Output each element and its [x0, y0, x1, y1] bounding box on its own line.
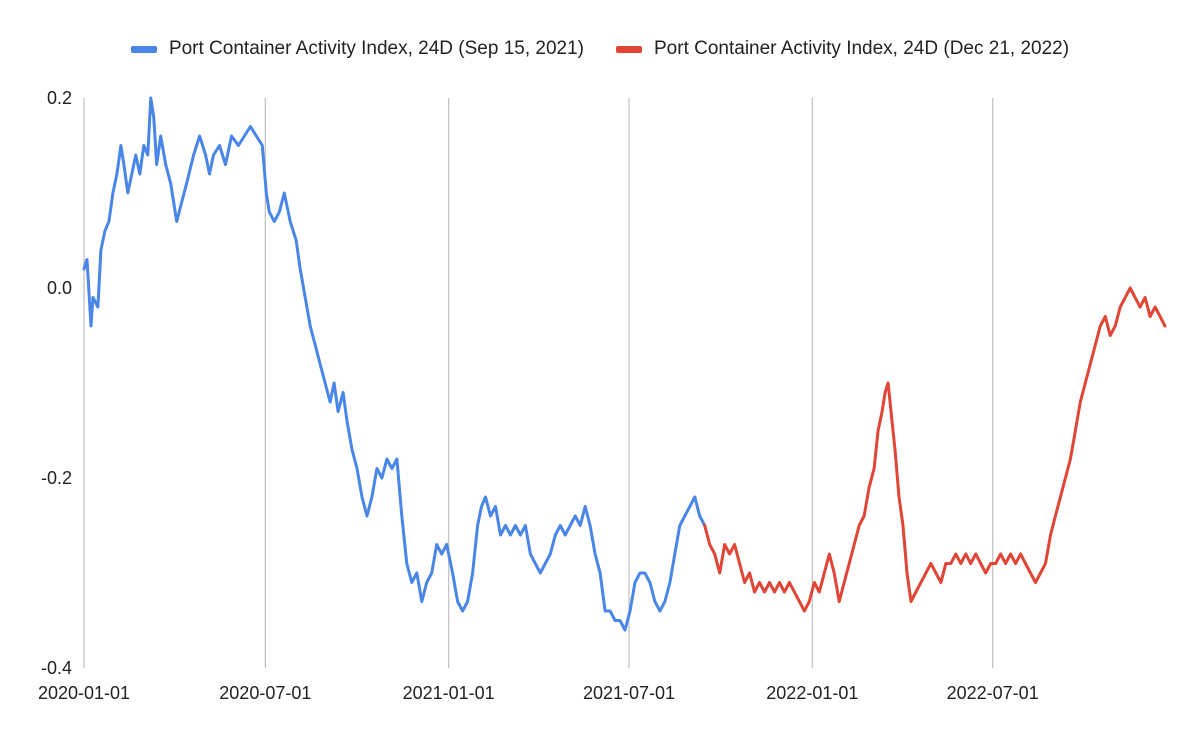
y-tick-label: 0.0 — [47, 278, 72, 298]
x-tick-label: 2021-01-01 — [403, 683, 495, 703]
legend-label-series-2: Port Container Activity Index, 24D (Dec … — [654, 38, 1070, 59]
x-tick-label: 2022-07-01 — [947, 683, 1039, 703]
legend: Port Container Activity Index, 24D (Sep … — [0, 38, 1200, 60]
legend-item-series-1: Port Container Activity Index, 24D (Sep … — [130, 38, 584, 60]
legend-swatch-series-1 — [130, 45, 157, 53]
series-line-1 — [82, 96, 707, 632]
y-tick-label: 0.2 — [47, 88, 72, 108]
x-tick-label: 2020-01-01 — [38, 683, 130, 703]
y-tick-label: -0.4 — [41, 658, 72, 678]
x-tick-label: 2021-07-01 — [583, 683, 675, 703]
legend-item-series-2: Port Container Activity Index, 24D (Dec … — [616, 38, 1069, 60]
y-tick-label: -0.2 — [41, 468, 72, 488]
x-tick-label: 2022-01-01 — [766, 683, 858, 703]
legend-label-series-1: Port Container Activity Index, 24D (Sep … — [168, 38, 584, 59]
series-line-2 — [703, 286, 1167, 613]
x-tick-label: 2020-07-01 — [219, 683, 311, 703]
legend-swatch-series-2 — [616, 45, 642, 53]
